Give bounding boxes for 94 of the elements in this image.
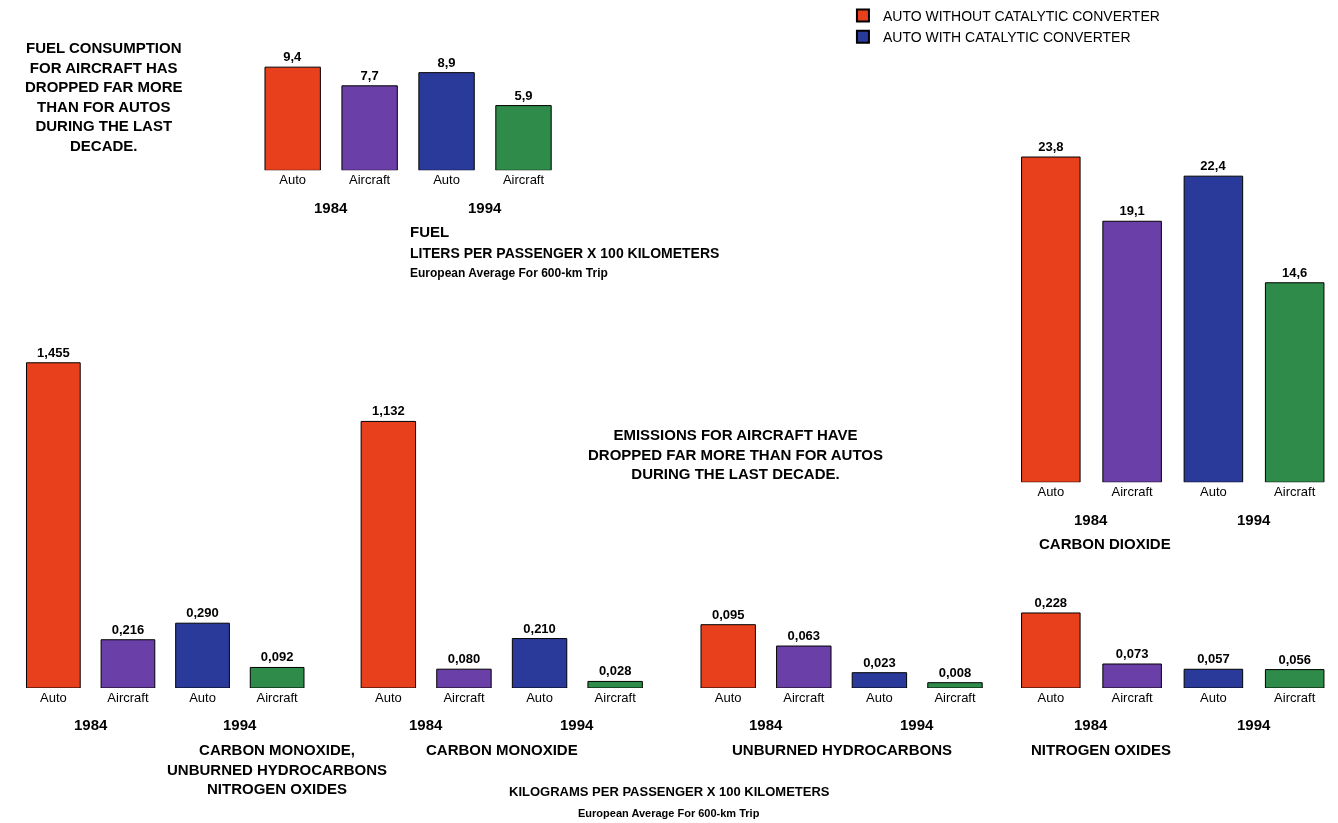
text: 1984 [1074,716,1109,733]
bar [175,622,230,689]
data-label: 1,132 [372,403,405,419]
text: European Average For 600-km Trip [578,807,760,819]
bar [264,66,321,171]
text: European Average For 600-km Trip [410,266,608,280]
x-tick-label: Aircraft [594,690,637,706]
x-tick-label: Aircraft [349,172,391,188]
bar [100,639,156,689]
text: 1984 [1074,511,1109,528]
text: 1984 [74,716,109,733]
bar [700,624,756,689]
data-label: 5,9 [514,87,533,103]
data-label: 8,9 [437,54,456,70]
text: 1984 [409,716,444,733]
x-tick-label: Aircraft [1274,484,1316,500]
x-tick-label: Aircraft [443,690,485,706]
x-tick-label: Aircraft [256,690,299,706]
data-label: 22,4 [1200,158,1227,174]
x-tick-label: Auto [189,690,216,706]
text: 1994 [1237,716,1272,733]
x-tick-label: Auto [714,690,742,706]
data-label: 0,063 [787,628,821,644]
legend-label: AUTO WITHOUT CATALYTIC CONVERTER [882,8,1160,25]
bar [418,72,475,171]
annotation: EMISSIONS FOR AIRCRAFT HAVE DROPPED FAR MORE THAN FOR AUTOS DURING THE LAST DECADE. [588,426,884,482]
text: 1984 [314,199,349,216]
bar [26,362,81,689]
data-label: 0,080 [447,651,481,667]
bar [511,638,568,689]
bar [495,105,552,171]
text: 1994 [468,199,503,216]
bar [341,85,398,171]
x-tick-label: Aircraft [934,690,976,706]
text: LITERS PER PASSENGER X 100 KILOMETERS [410,245,720,261]
x-tick-label: Aircraft [783,690,825,706]
legend-label: AUTO WITH CATALYTIC CONVERTER [882,29,1131,46]
x-tick-label: Auto [433,172,460,188]
x-tick-label: Aircraft [1274,690,1316,706]
data-label: 0,057 [1197,651,1230,667]
text: 1994 [1237,511,1272,528]
bar [360,420,417,689]
data-label: 23,8 [1038,139,1064,155]
x-tick-label: Auto [1200,484,1227,500]
x-tick-label: Auto [526,690,553,706]
data-label: 7,7 [360,67,379,83]
data-label: 0,210 [523,620,556,636]
data-label: 0,028 [598,663,632,679]
data-label: 0,095 [711,606,745,622]
data-label: 0,008 [938,664,972,680]
bar [1264,669,1325,689]
data-label: 0,092 [260,649,294,665]
text: CARBON MONOXIDE [426,741,578,758]
x-tick-label: Aircraft [1111,690,1154,706]
data-label: 0,228 [1034,594,1068,610]
bar [587,680,643,689]
bar [249,666,305,689]
text: CARBON MONOXIDE, UNBURNED HYDROCARBONS NITROGEN OXIDES [167,741,388,797]
x-tick-label: Auto [279,172,307,188]
x-tick-label: Auto [374,690,402,706]
x-tick-label: Auto [866,690,893,706]
bar [927,682,983,689]
bar [776,645,832,689]
data-label: 0,290 [186,605,219,621]
data-label: 0,073 [1115,646,1149,661]
x-tick-label: Auto [1200,690,1227,706]
bar [436,668,492,689]
data-label: 0,023 [863,654,896,670]
data-label: 1,455 [37,344,70,360]
data-label: 19,1 [1119,203,1145,219]
bar [1183,668,1244,689]
x-tick-label: Aircraft [107,690,149,706]
x-tick-label: Aircraft [1111,484,1154,500]
text: NITROGEN OXIDES [1031,741,1172,758]
text: KILOGRAMS PER PASSENGER X 100 KILOMETERS [509,784,830,799]
text: CARBON DIOXIDE [1039,535,1171,552]
x-tick-label: Auto [1037,484,1065,500]
text: FUEL CONSUMPTION FOR AIRCRAFT HAS DROPPED FAR MORE THAN FOR AUTOS DURING THE LAST DECADE. [25,39,183,154]
bar [1102,663,1162,689]
data-label: 14,6 [1282,264,1308,280]
text: 1994 [560,716,595,733]
text: UNBURNED HYDROCARBONS [732,741,953,758]
text: 1984 [749,716,784,733]
data-label: 0,056 [1278,651,1311,667]
data-label: 9,4 [283,49,303,65]
x-tick-label: Auto [39,690,67,706]
x-tick-label: Auto [1037,690,1065,706]
text: FUEL [410,223,450,240]
x-tick-label: Aircraft [502,172,545,188]
data-label: 0,216 [111,621,145,637]
text: 1994 [223,716,258,733]
text: 1994 [900,716,935,733]
bar [1021,612,1081,689]
bar [851,672,908,689]
